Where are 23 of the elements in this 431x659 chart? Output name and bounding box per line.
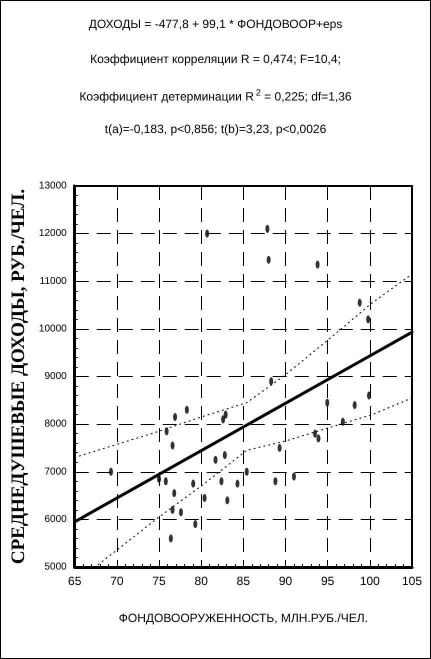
- y-tick-label: 8000: [44, 418, 68, 430]
- chart-title: ДОХОДЫ = -477,8 + 99,1 * ФОНДОВООР+eps: [88, 17, 342, 31]
- text: Коэффициент корреляции R = 0,474; F=10,4;: [90, 52, 341, 66]
- x-tick-label: 80: [194, 574, 208, 588]
- y-tick-label: 6000: [44, 514, 68, 525]
- x-tick-label: 100: [360, 574, 380, 588]
- y-axis-title: СРЕДНЕДУШЕВЫЕ ДОХОДЫ, РУБ./ЧЕЛ.: [8, 188, 29, 564]
- x-tick-label: 65: [68, 574, 82, 588]
- y-tick-label: 11000: [40, 276, 68, 287]
- x-tick-label: 105: [402, 574, 422, 588]
- x-tick-label: 70: [110, 574, 124, 588]
- y-tick-label: 12000: [38, 228, 68, 240]
- x-tick-label: 90: [278, 574, 293, 588]
- x-tick-label: 95: [320, 574, 335, 588]
- x-axis-title: ФОНДОВООРУЖЕННОСТЬ, МЛН.РУБ./ЧЕЛ.: [118, 611, 368, 625]
- y-tick-label: 13000: [38, 180, 68, 192]
- x-tick-label: 85: [236, 574, 250, 588]
- text: t(a)=-0,183, p<0,856; t(b)=3,23, p<0,0026: [104, 122, 327, 136]
- y-tick-label: 7000: [44, 466, 68, 478]
- y-tick-label: 9000: [44, 371, 68, 382]
- y-tick-label: 10000: [38, 323, 68, 334]
- y-tick-label: 5000: [44, 562, 68, 572]
- x-tick-label: 75: [152, 574, 166, 588]
